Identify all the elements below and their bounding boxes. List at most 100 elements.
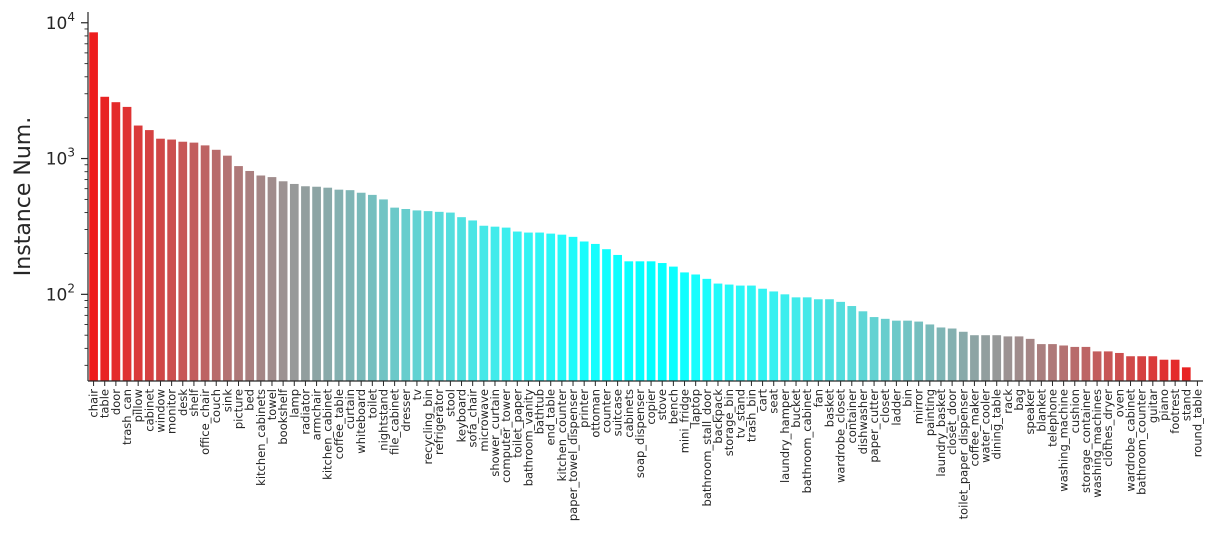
bar-bathtub	[535, 232, 544, 381]
bar-trash_can	[122, 106, 132, 381]
x-tick-label: tv	[410, 389, 424, 401]
x-tick-label: dishwasher	[856, 389, 870, 455]
x-tick-label: closet	[878, 389, 892, 424]
bar-mirror	[914, 321, 924, 381]
bar-curtain	[345, 190, 355, 381]
x-tick-label: bag	[1012, 389, 1026, 411]
x-tick-label: printer	[577, 389, 591, 428]
bar-table	[100, 96, 110, 381]
x-tick-label: kitchen_cabinet	[321, 389, 335, 480]
x-tick-label: laundry_basket	[934, 389, 948, 477]
bar-cabinets	[624, 261, 634, 381]
bar-stool	[446, 212, 455, 381]
x-tick-label: door	[109, 389, 123, 415]
bar-bathroom_cabinet	[802, 297, 812, 381]
bar-coffee_maker	[970, 335, 979, 381]
bar-basket	[825, 299, 834, 381]
x-tick-label: paper_cutter	[867, 389, 881, 463]
y-ticks: 102 103 104	[46, 10, 88, 366]
bar-laundry_basket	[936, 327, 946, 381]
bar-seat	[769, 291, 779, 381]
x-tick-label: blanket	[1034, 389, 1048, 432]
x-tick-label: shower_curtain	[488, 389, 502, 477]
y-tick-label: 104	[46, 10, 75, 34]
bar-copier	[646, 261, 656, 381]
bar-desk	[178, 141, 188, 381]
x-tick-label: refrigerator	[432, 389, 446, 455]
bar-washing_machines	[1092, 351, 1102, 381]
x-tick-label: radiator	[298, 389, 312, 435]
bar-dresser	[401, 209, 411, 381]
bar-microwave	[479, 225, 489, 381]
bar-oven	[1115, 352, 1124, 381]
bar-cart	[758, 288, 767, 381]
x-tick-label: stool	[443, 389, 457, 417]
bar-mini_fridge	[680, 272, 689, 381]
bar-bed	[245, 170, 255, 381]
bar-coffee_table	[334, 189, 344, 381]
x-tick-label: cabinets	[622, 389, 636, 438]
x-tick-label: toilet_paper	[510, 389, 524, 458]
x-tick-label: cart	[756, 389, 770, 412]
bar-bookshelf	[278, 181, 288, 381]
bar-monitor	[167, 139, 176, 381]
x-tick-label: oven	[1112, 389, 1126, 417]
bar-office_chair	[200, 145, 210, 381]
x-tick-label: copier	[644, 389, 658, 425]
bar-stand	[1181, 367, 1191, 381]
x-tick-label: bookshelf	[276, 388, 290, 445]
x-tick-label: piano	[1157, 389, 1171, 421]
bar-refrigerator	[434, 211, 444, 381]
bar-picture	[234, 166, 243, 381]
x-tick-label: guitar	[1146, 389, 1160, 423]
bar-dishwasher	[858, 311, 868, 381]
x-tick-label: bed	[243, 389, 257, 411]
x-ticks: chairtabledoortrash_canpillowcabinetwind…	[87, 381, 1204, 521]
bar-cabinet	[144, 130, 154, 381]
bar-window	[156, 138, 165, 381]
x-tick-label: nightstand	[376, 389, 390, 451]
bar-shower_curtain	[490, 226, 500, 381]
x-tick-label: mini_fridge	[678, 389, 692, 453]
x-tick-label: table	[98, 389, 112, 418]
bar-ottoman	[590, 243, 600, 381]
bar-chair	[89, 32, 98, 382]
x-tick-label: water_cooler	[979, 389, 993, 463]
bar-printer	[579, 241, 589, 381]
bars	[89, 32, 1191, 382]
x-tick-label: clothes_dryer	[1101, 389, 1115, 467]
x-tick-label: armchair	[310, 389, 324, 441]
bar-bin	[903, 320, 912, 381]
x-tick-label: paper_towel_dispenser	[566, 389, 580, 521]
x-tick-label: container	[845, 389, 859, 444]
x-tick-label: file_cabinet	[388, 389, 402, 455]
x-tick-label: trash_can	[120, 389, 134, 445]
bar-tv	[412, 210, 422, 381]
x-tick-label: dining_table	[990, 389, 1004, 459]
x-tick-label: desk	[176, 389, 190, 416]
bar-suitcase	[613, 254, 622, 381]
x-tick-label: chair	[87, 389, 101, 418]
bar-paper_cutter	[869, 317, 879, 381]
x-tick-label: painting	[923, 389, 937, 436]
bar-washing_machine	[1059, 345, 1068, 381]
x-tick-label: sofa_chair	[466, 389, 480, 448]
x-tick-label: storage_bin	[722, 389, 736, 456]
bar-bag	[1014, 336, 1024, 381]
x-tick-label: suitcase	[611, 389, 625, 436]
bar-clothes_dryer	[1103, 351, 1113, 381]
bar-closet	[880, 318, 890, 381]
x-tick-label: seat	[767, 389, 781, 414]
x-tick-label: office_chair	[198, 389, 212, 455]
x-tick-label: towel	[265, 389, 279, 420]
x-tick-label: lamp	[287, 389, 301, 418]
x-tick-label: trash_bin	[744, 389, 758, 442]
x-tick-label: wardrobe_cabinet	[1124, 389, 1138, 492]
bar-ladder	[892, 320, 901, 381]
y-tick-label: 102	[46, 281, 75, 305]
bar-door	[111, 102, 121, 381]
x-tick-label: speaker	[1023, 389, 1037, 435]
x-tick-label: coffee_maker	[967, 389, 981, 467]
bar-storage_bin	[724, 284, 734, 381]
